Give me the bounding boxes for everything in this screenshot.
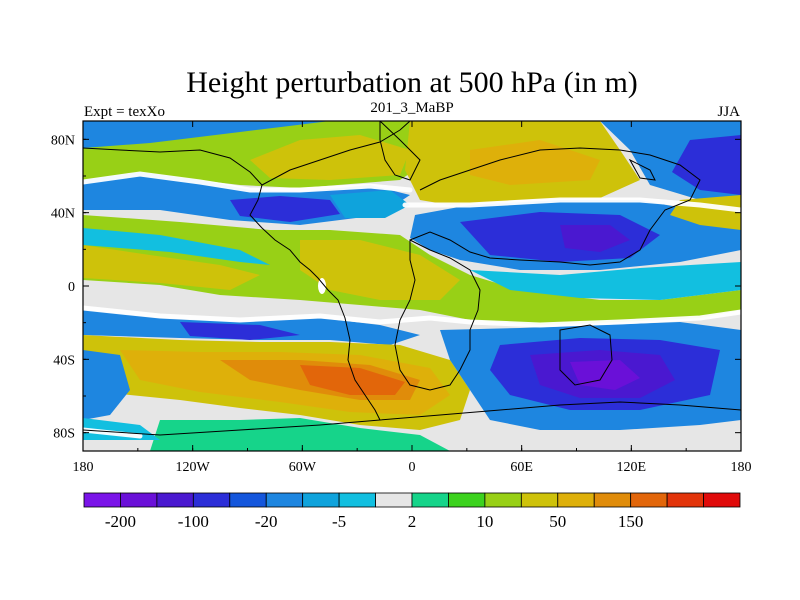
zero-contour-patch: [318, 278, 326, 294]
x-tick-label: 60W: [289, 460, 317, 475]
y-tick-label: 40N: [51, 207, 75, 222]
center-subtitle: 201_3_MaBP: [370, 100, 453, 116]
colorbar-swatch: [229, 492, 267, 508]
north-america-outline: [83, 121, 411, 421]
colorbar-swatch: [265, 492, 304, 508]
colorbar-label: -100: [178, 512, 209, 531]
eurasia-outline: [409, 147, 701, 266]
greenland-outline: [379, 121, 421, 181]
contour-tropical-positive-core: [300, 240, 460, 300]
x-tick-label: 0: [409, 460, 416, 475]
contour-nh-low-east-min: [560, 225, 630, 252]
x-axis: 180 120W 60W 0 60E 120E 180: [73, 121, 752, 475]
x-tick-label: 120E: [617, 460, 647, 475]
colorbar: -200 -100 -20 -5 2 10 50 150: [83, 492, 741, 531]
chart-title: Height perturbation at 500 hPa (in m): [186, 66, 638, 99]
colorbar-label: -20: [255, 512, 278, 531]
colorbar-swatch: [484, 492, 522, 508]
y-tick-label: 80N: [51, 133, 75, 148]
left-subtitle: Expt = texXo: [84, 104, 165, 120]
contour-tropical-low-west: [83, 228, 270, 265]
colorbar-label: 150: [618, 512, 644, 531]
contour-antarctic-positive: [150, 418, 450, 451]
colorbar-swatch: [593, 492, 632, 508]
colorbar-swatch: [666, 492, 704, 508]
colorbar-label: 2: [408, 512, 417, 531]
right-subtitle: JJA: [717, 104, 740, 120]
continent-outlines: [83, 121, 741, 436]
contour-sh-low-west-edge: [83, 350, 130, 420]
colorbar-swatch: [156, 492, 194, 508]
contour-tropical-positive-west: [83, 245, 260, 290]
contour-map: [83, 121, 741, 451]
y-tick-label: 40S: [53, 353, 75, 368]
antarctica-outline: [83, 401, 741, 436]
africa-outline: [394, 239, 481, 391]
colorbar-swatch: [557, 492, 595, 508]
colorbar-swatch: [630, 492, 668, 508]
x-tick-label: 180: [73, 460, 94, 475]
contour-nh-low-east-core: [460, 212, 660, 262]
colorbar-swatch: [375, 492, 413, 508]
zero-contours: [83, 171, 741, 439]
contour-nh-positive-west-core: [250, 135, 410, 180]
siberia-island-outline: [628, 158, 656, 181]
contour-tropical-low-east: [470, 262, 741, 300]
colorbar-label: 10: [476, 512, 493, 531]
contour-nh-positive-east-core: [470, 140, 600, 185]
australia-outline: [559, 324, 613, 386]
contour-nh-low-atlantic: [330, 190, 410, 218]
colorbar-swatch: [83, 492, 121, 508]
contour-nh-low-west-core: [230, 196, 340, 222]
colorbar-label: -200: [105, 512, 136, 531]
colorbar-swatch: [338, 492, 376, 508]
x-tick-label: 120W: [176, 460, 211, 475]
y-tick-label: 0: [68, 280, 75, 295]
colorbar-swatch: [520, 492, 559, 508]
colorbar-swatch: [192, 492, 231, 508]
colorbar-swatch: [411, 492, 449, 508]
y-tick-label: 80S: [53, 427, 75, 442]
colorbar-label: 50: [549, 512, 566, 531]
colorbar-swatch: [302, 492, 340, 508]
x-tick-label: 180: [731, 460, 752, 475]
contour-sh-low-west-core: [180, 322, 300, 340]
colorbar-swatch: [448, 492, 486, 508]
y-axis: 80N 40N 0 40S 80S: [51, 133, 741, 442]
colorbar-swatch: [703, 492, 741, 508]
contour-sh-positive-core: [300, 365, 405, 395]
contour-arctic-east-core: [672, 135, 741, 195]
x-tick-label: 60E: [510, 460, 533, 475]
colorbar-swatch: [120, 492, 158, 508]
colorbar-label: -5: [332, 512, 346, 531]
